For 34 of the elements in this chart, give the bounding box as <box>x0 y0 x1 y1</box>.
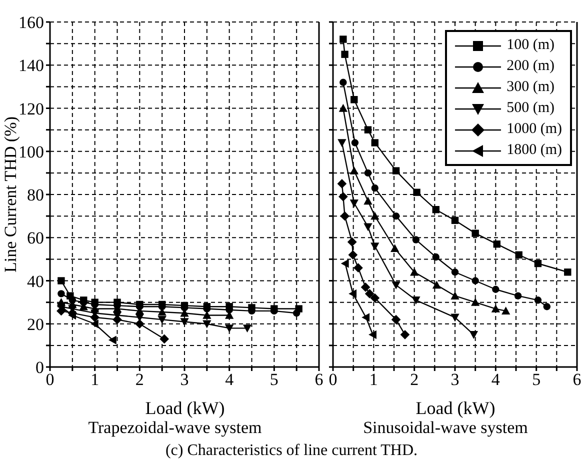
legend-label: 1000 (m) <box>506 121 562 138</box>
y-tick-label: 0 <box>36 358 44 378</box>
text: (c) Characteristics of line current THD. <box>164 442 419 460</box>
text: Sinusoidal-wave system <box>362 418 529 438</box>
x-tick-label: 2 <box>410 370 419 390</box>
y-tick-label: 80 <box>27 186 44 205</box>
legend-label: 300 (m) <box>506 79 554 96</box>
x-tick-label: 1 <box>90 370 100 390</box>
legend-label: 500 (m) <box>506 100 554 117</box>
y-tick-label: 20 <box>27 314 44 334</box>
x-tick-label: 1 <box>369 370 378 390</box>
y-axis-title: Line Current THD (%) <box>1 116 20 272</box>
y-tick-label: 140 <box>18 56 44 76</box>
x-axis-title: Load (kW) <box>144 398 226 419</box>
x-axis-title: Load (kW) <box>414 398 496 419</box>
x-tick-label: 5 <box>532 370 541 390</box>
y-tick-label: 120 <box>18 99 44 118</box>
y-tick-label: 60 <box>27 228 44 248</box>
x-tick-label: 4 <box>491 370 500 390</box>
x-tick-label: 5 <box>270 370 278 390</box>
legend-label: 200 (m) <box>506 58 554 75</box>
y-tick-label: 160 <box>18 13 44 32</box>
x-tick-label: 6 <box>572 370 582 390</box>
text: Trapezoidal-wave system <box>87 418 263 438</box>
y-tick-label: 100 <box>18 142 44 162</box>
x-tick-label: 3 <box>180 370 189 390</box>
y-tick-label: 40 <box>27 272 44 291</box>
x-tick-label: 2 <box>135 370 144 390</box>
x-tick-label: 4 <box>225 370 234 390</box>
x-tick-label: 0 <box>328 370 338 390</box>
x-tick-label: 6 <box>314 370 324 390</box>
legend-label: 1800 (m) <box>506 142 562 159</box>
x-tick-label: 3 <box>450 370 460 390</box>
legend-label: 100 (m) <box>506 37 554 54</box>
